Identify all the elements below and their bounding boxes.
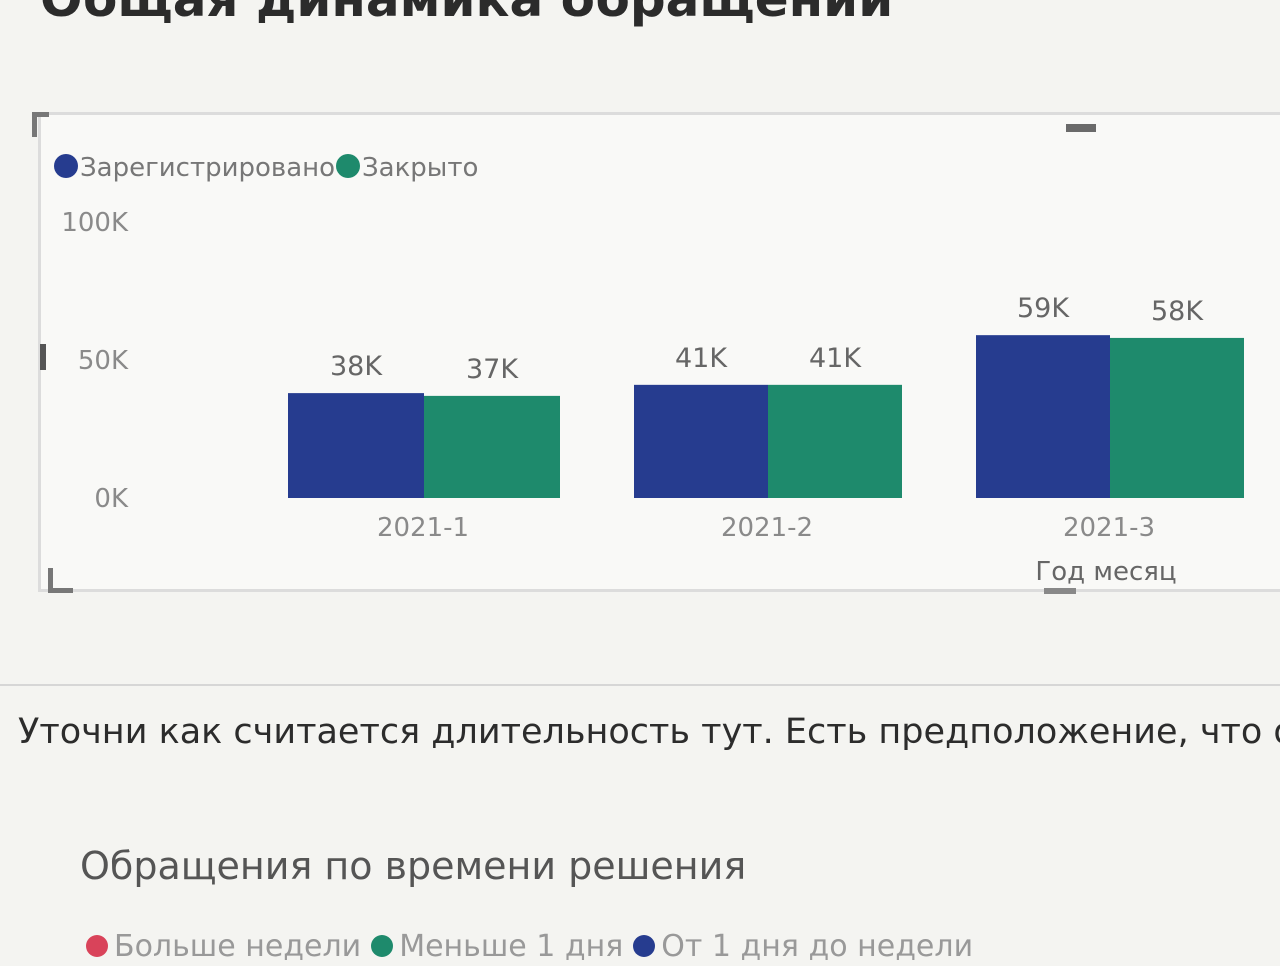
section-title: Обращения по времени решения [80, 844, 747, 888]
drag-handle-top[interactable] [1066, 124, 1096, 132]
data-label: 41K [675, 343, 728, 374]
legend-label: Больше недели [114, 928, 362, 964]
data-label: 38K [330, 351, 383, 382]
drag-handle-left[interactable] [40, 344, 46, 370]
chart-legend: Зарегистрировано Закрыто [54, 153, 478, 183]
legend-item-more-than-week[interactable]: Больше недели [86, 929, 361, 964]
legend-dot [633, 935, 656, 957]
legend-dot-0 [54, 154, 78, 178]
y-axis-ticks: 0K 50K 100K [61, 208, 129, 514]
legend-item-day-to-week[interactable]: От 1 дня до недели [633, 929, 973, 964]
page-title: Общая динамика обращений [40, 0, 893, 28]
legend-label: От 1 дня до недели [661, 928, 974, 964]
section-divider [0, 684, 1280, 686]
legend-item-less-than-day[interactable]: Меньше 1 дня [371, 929, 623, 964]
bar-2021-2-1[interactable] [768, 384, 902, 498]
bar-2021-2-0[interactable] [634, 384, 768, 498]
data-label: 59K [1017, 293, 1070, 324]
bars [288, 335, 1244, 498]
x-tick-label: 2021-3 [1063, 513, 1155, 543]
bar-chart: Зарегистрировано Закрыто 0K 50K 100K 38K 37K… [54, 153, 1244, 587]
x-tick-label: 2021-1 [377, 513, 469, 543]
data-label: 37K [466, 354, 519, 385]
legend-dot-1 [336, 154, 360, 178]
bar-2021-1-0[interactable] [288, 393, 424, 498]
comment-text: Уточни как считается длительность тут. Е… [18, 712, 1280, 752]
y-tick-label: 50K [78, 346, 129, 376]
data-label: 41K [809, 343, 862, 374]
resolution-time-legend: Больше недели Меньше 1 дня От 1 дня до н… [86, 926, 983, 966]
drag-handle-bottom[interactable] [1044, 588, 1076, 594]
x-axis-ticks: 2021-1 2021-2 2021-3 [377, 513, 1155, 543]
x-axis-title: Год месяц [1035, 557, 1176, 587]
data-labels: 38K 37K 41K 41K 59K 58K [330, 293, 1204, 385]
x-tick-label: 2021-2 [721, 513, 813, 543]
legend-label: Меньше 1 дня [399, 928, 624, 964]
resize-corner-bottom-left[interactable] [48, 568, 73, 593]
legend-dot [371, 935, 394, 957]
legend-dot [86, 935, 108, 957]
y-tick-label: 0K [94, 484, 129, 514]
bar-2021-1-1[interactable] [424, 395, 560, 498]
legend-label-1: Закрыто [362, 153, 478, 183]
resize-corner-top-left[interactable] [32, 112, 49, 137]
legend-label-0: Зарегистрировано [80, 153, 335, 183]
data-label: 58K [1151, 296, 1204, 327]
bar-2021-3-0[interactable] [976, 335, 1110, 498]
y-tick-label: 100K [61, 208, 129, 238]
bar-2021-3-1[interactable] [1110, 337, 1244, 498]
